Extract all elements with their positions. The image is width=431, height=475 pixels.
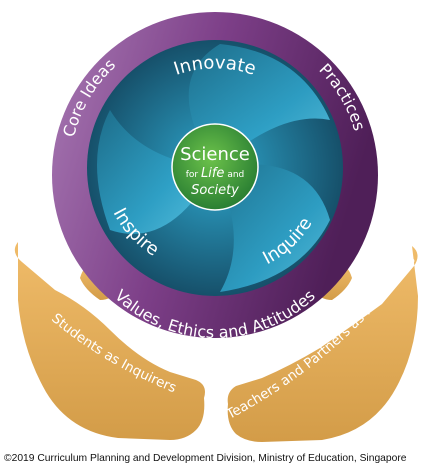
center-subtitle-line: for Life and [186, 166, 245, 181]
center-and: and [227, 170, 244, 180]
center-circle [171, 123, 259, 211]
center-society: Society [191, 183, 239, 198]
center-for: for [186, 170, 199, 180]
copyright-notice: ©2019 Curriculum Planning and Developmen… [4, 453, 407, 464]
center-title: Science [180, 144, 250, 165]
center-life: Life [201, 166, 224, 181]
